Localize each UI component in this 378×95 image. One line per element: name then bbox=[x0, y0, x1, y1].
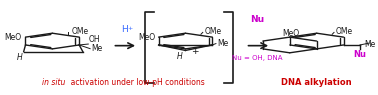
Text: MeO: MeO bbox=[282, 29, 299, 38]
Text: H: H bbox=[177, 52, 183, 61]
Text: MeO: MeO bbox=[5, 33, 22, 42]
Text: +: + bbox=[127, 26, 133, 31]
Text: H: H bbox=[17, 53, 23, 63]
Text: OMe: OMe bbox=[71, 27, 88, 36]
Text: Nu = OH, DNA: Nu = OH, DNA bbox=[232, 55, 283, 61]
Text: H: H bbox=[121, 25, 128, 34]
Text: Me: Me bbox=[364, 40, 376, 49]
Text: Nu: Nu bbox=[353, 51, 366, 59]
Text: MeO: MeO bbox=[138, 33, 155, 42]
Text: activation under low-pH conditions: activation under low-pH conditions bbox=[54, 78, 205, 87]
Text: OH: OH bbox=[89, 35, 101, 44]
Text: DNA alkylation: DNA alkylation bbox=[281, 78, 352, 87]
Text: Me: Me bbox=[91, 44, 102, 53]
Text: in situ: in situ bbox=[42, 78, 66, 87]
Text: OMe: OMe bbox=[204, 27, 222, 36]
Text: +: + bbox=[191, 47, 198, 56]
Text: OMe: OMe bbox=[336, 27, 353, 36]
Text: Me: Me bbox=[218, 39, 229, 48]
Text: Nu: Nu bbox=[251, 15, 265, 24]
